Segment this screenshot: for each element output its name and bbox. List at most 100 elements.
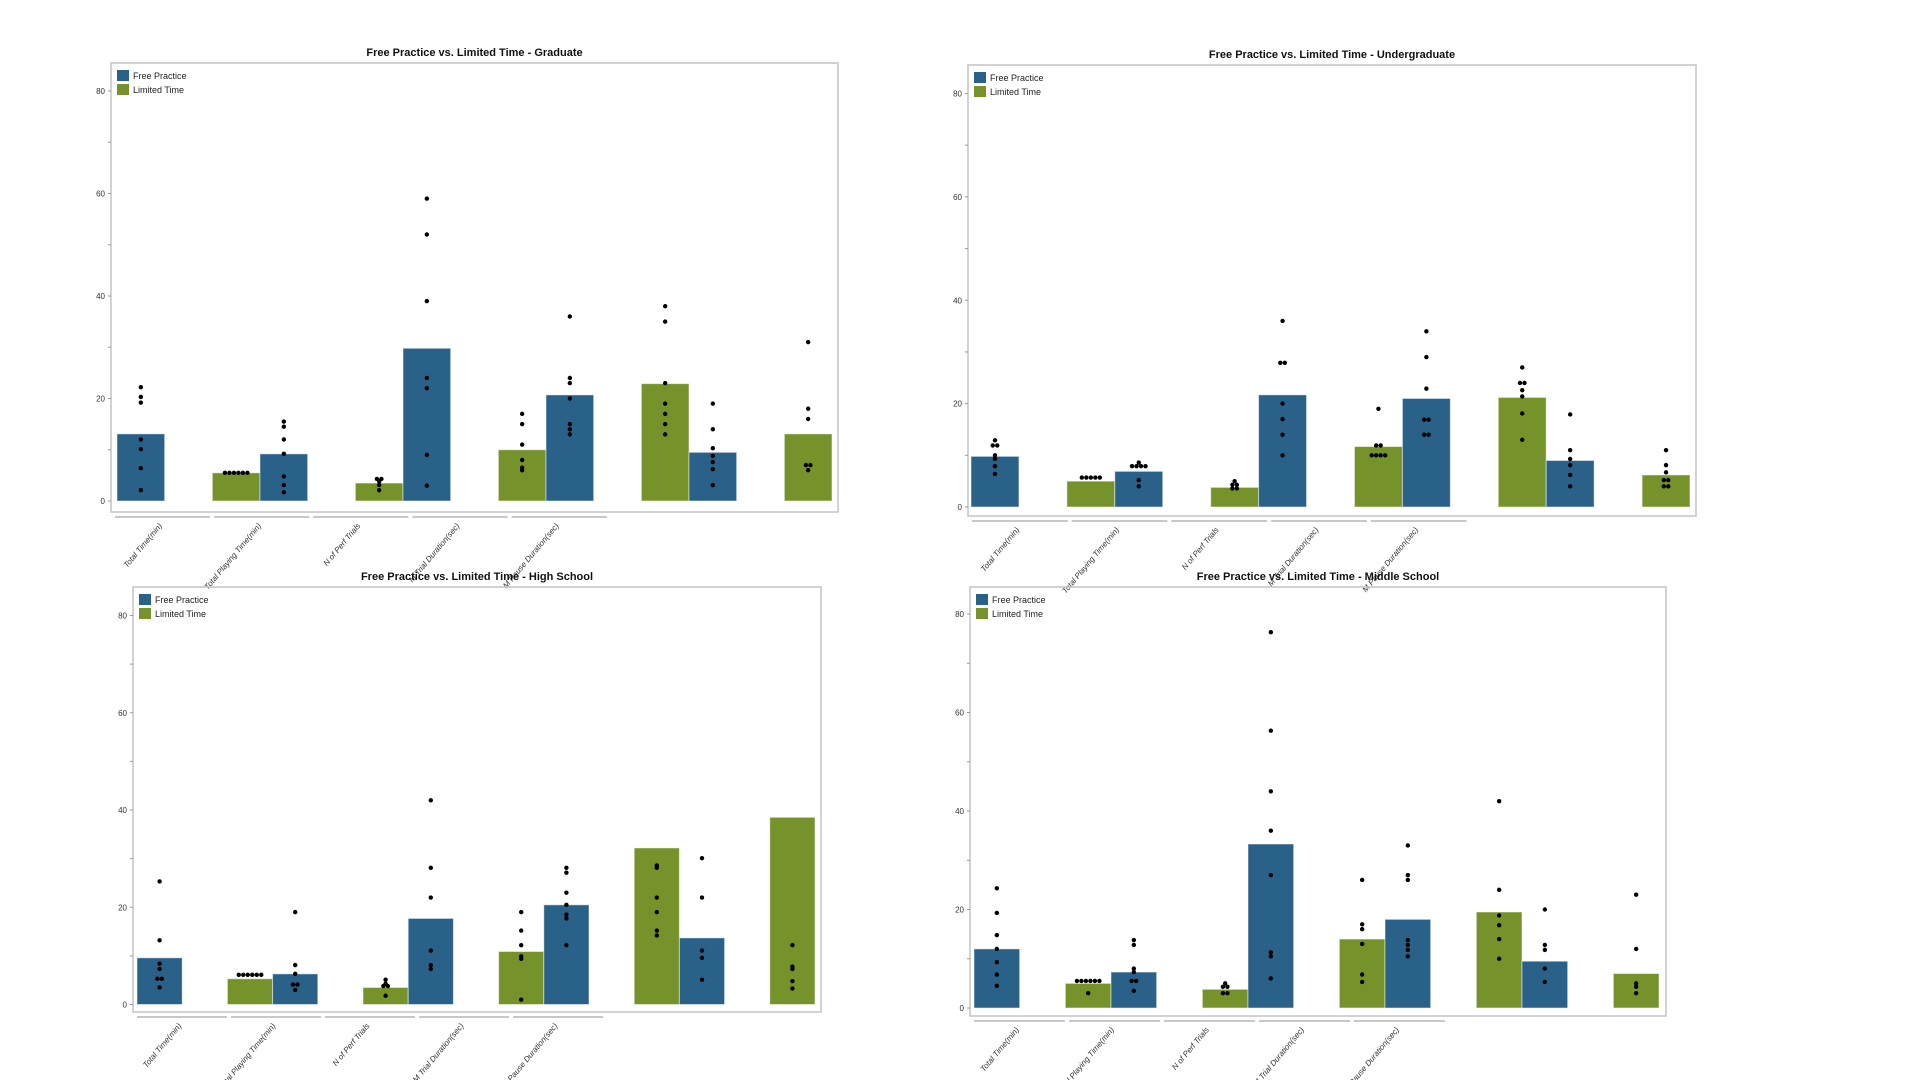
y-tick-label: 60 <box>96 190 105 199</box>
bar-free-practice <box>1384 918 1432 1009</box>
data-point <box>1278 360 1283 365</box>
legend-label: Limited Time <box>133 85 184 95</box>
data-point <box>1097 978 1102 984</box>
data-point <box>1373 453 1379 458</box>
bar-limited-time <box>1353 446 1403 508</box>
data-point <box>1373 443 1379 448</box>
y-tick-label: 80 <box>118 612 127 621</box>
bar-free-practice <box>1401 397 1451 508</box>
x-category-label: M Pause Duration(sec) <box>1361 525 1421 594</box>
data-point <box>519 909 524 915</box>
data-point <box>710 482 716 488</box>
bar-free-practice <box>1545 459 1595 508</box>
x-category-label: Total Playing Time(min) <box>203 521 264 591</box>
data-point <box>1133 978 1139 984</box>
data-point <box>564 942 569 948</box>
y-tick-label: 60 <box>955 709 964 718</box>
data-point <box>519 997 524 1002</box>
plot-frame <box>110 62 839 513</box>
data-point <box>1405 877 1411 883</box>
data-point <box>1666 484 1671 489</box>
data-point <box>281 482 287 488</box>
data-point <box>1131 937 1137 943</box>
chart-0: Free Practice vs. Limited Time - Graduat… <box>96 47 839 591</box>
legend-label: Free Practice <box>992 595 1046 605</box>
legend-swatch-limited-time <box>117 84 129 95</box>
data-point <box>385 983 391 989</box>
data-point <box>1542 979 1548 985</box>
data-point <box>654 933 659 938</box>
data-point <box>654 928 659 933</box>
data-point <box>994 972 1000 977</box>
x-category-label: M Pause Duration(sec) <box>500 1021 560 1080</box>
data-point <box>1282 360 1288 365</box>
data-point <box>157 938 162 943</box>
data-point <box>1225 991 1230 996</box>
data-point <box>259 972 264 978</box>
data-point <box>138 466 144 471</box>
data-point <box>994 910 1000 916</box>
data-point <box>428 966 433 972</box>
data-point <box>564 870 569 875</box>
data-point <box>1378 443 1383 448</box>
data-point <box>245 470 250 476</box>
bar-free-practice <box>545 394 595 502</box>
data-point <box>710 459 716 465</box>
legend-label: Free Practice <box>155 595 209 605</box>
data-point <box>805 406 811 411</box>
data-point <box>1230 486 1235 491</box>
data-point <box>231 470 237 476</box>
data-point <box>236 470 241 476</box>
data-point <box>376 488 382 493</box>
bar-limited-time <box>1201 988 1249 1009</box>
bar-limited-time <box>1475 911 1523 1009</box>
data-point <box>293 962 298 968</box>
data-point <box>1129 463 1135 469</box>
y-tick-label: 40 <box>96 292 105 301</box>
bar-limited-time <box>1497 396 1547 508</box>
x-category-label: Total Playing Time(min) <box>1060 525 1121 595</box>
data-point <box>710 453 716 459</box>
data-point <box>222 470 228 476</box>
data-point <box>1359 927 1365 932</box>
data-point <box>1421 417 1427 422</box>
legend-swatch-free-practice <box>139 594 151 605</box>
data-point <box>992 463 998 469</box>
data-point <box>428 865 433 871</box>
data-point <box>281 474 287 479</box>
data-point <box>138 385 144 390</box>
data-point <box>519 468 525 473</box>
data-point <box>236 972 241 978</box>
legend-swatch-limited-time <box>139 608 151 619</box>
data-point <box>1131 966 1137 971</box>
data-point <box>293 971 298 977</box>
bar-free-practice <box>970 455 1020 508</box>
data-point <box>1496 798 1502 804</box>
data-point <box>1092 978 1098 984</box>
data-point <box>1567 484 1573 489</box>
data-point <box>1079 978 1084 984</box>
y-tick-label: 40 <box>953 296 962 305</box>
data-point <box>808 462 813 468</box>
data-point <box>1280 453 1285 458</box>
data-point <box>790 942 795 948</box>
data-point <box>710 446 716 451</box>
data-point <box>710 467 716 472</box>
data-point <box>281 437 287 442</box>
data-point <box>1268 630 1274 635</box>
data-point <box>383 993 388 998</box>
data-point <box>790 978 795 984</box>
chart-title: Free Practice vs. Limited Time - High Sc… <box>361 571 593 583</box>
data-point <box>1359 922 1365 927</box>
data-point <box>428 798 433 803</box>
y-tick-label: 60 <box>118 709 127 718</box>
data-point <box>805 468 811 473</box>
data-point <box>428 895 433 900</box>
bar-limited-time <box>640 383 690 502</box>
data-point <box>1083 978 1089 984</box>
data-point <box>994 959 1000 965</box>
data-point <box>662 421 668 427</box>
legend-swatch-limited-time <box>976 608 988 619</box>
data-point <box>1426 432 1431 437</box>
